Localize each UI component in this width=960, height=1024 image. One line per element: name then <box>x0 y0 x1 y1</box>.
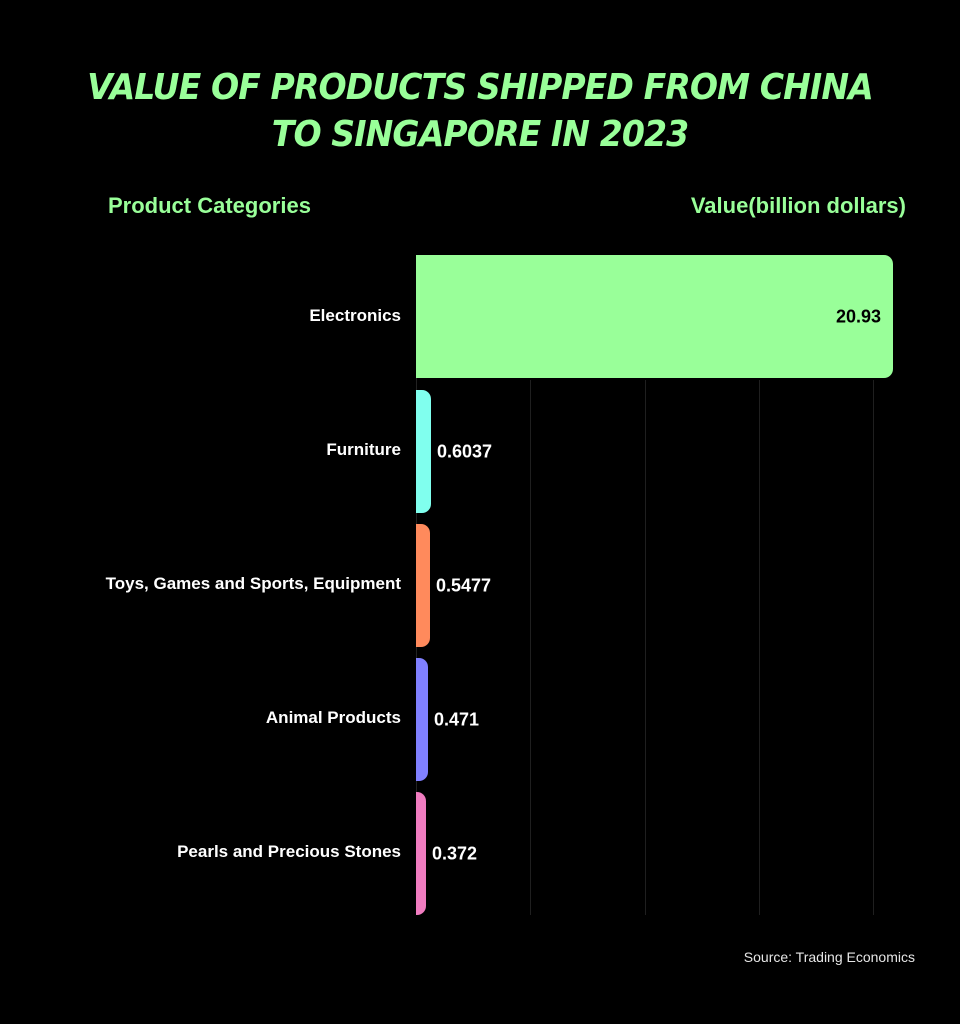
gridline <box>873 380 874 915</box>
category-label: Animal Products <box>265 708 401 727</box>
bar-electronics <box>416 255 893 378</box>
chart-title: VALUE OF PRODUCTS SHIPPED FROM CHINA TO … <box>38 64 921 158</box>
gridline <box>530 380 531 915</box>
source-note: Source: Trading Economics <box>743 949 915 965</box>
bar-furniture <box>416 390 431 513</box>
chart-title-line-1: VALUE OF PRODUCTS SHIPPED FROM CHINA <box>87 67 874 108</box>
value-label: 0.372 <box>432 843 478 863</box>
category-label: Furniture <box>326 440 401 459</box>
y-axis-title: Product Categories <box>108 193 311 218</box>
bar-pearls <box>416 792 426 915</box>
chart-title-line-2: TO SINGAPORE IN 2023 <box>271 114 689 155</box>
value-label: 20.93 <box>835 306 881 326</box>
bar-row-electronics: 20.93 <box>416 255 893 378</box>
plot-area: 20.93 0.6037 0.5477 0.471 0.372 <box>416 255 893 915</box>
gridline <box>645 380 646 915</box>
category-label: Pearls and Precious Stones <box>177 842 401 861</box>
value-label: 0.471 <box>434 709 480 729</box>
category-label: Electronics <box>309 306 401 325</box>
value-label: 0.5477 <box>436 575 492 595</box>
x-axis-title: Value(billion dollars) <box>690 193 906 218</box>
bar-toys <box>416 524 430 647</box>
category-label: Toys, Games and Sports, Equipment <box>105 574 401 593</box>
bar-animal-products <box>416 658 428 781</box>
gridline <box>759 380 760 915</box>
value-label: 0.6037 <box>437 441 493 461</box>
